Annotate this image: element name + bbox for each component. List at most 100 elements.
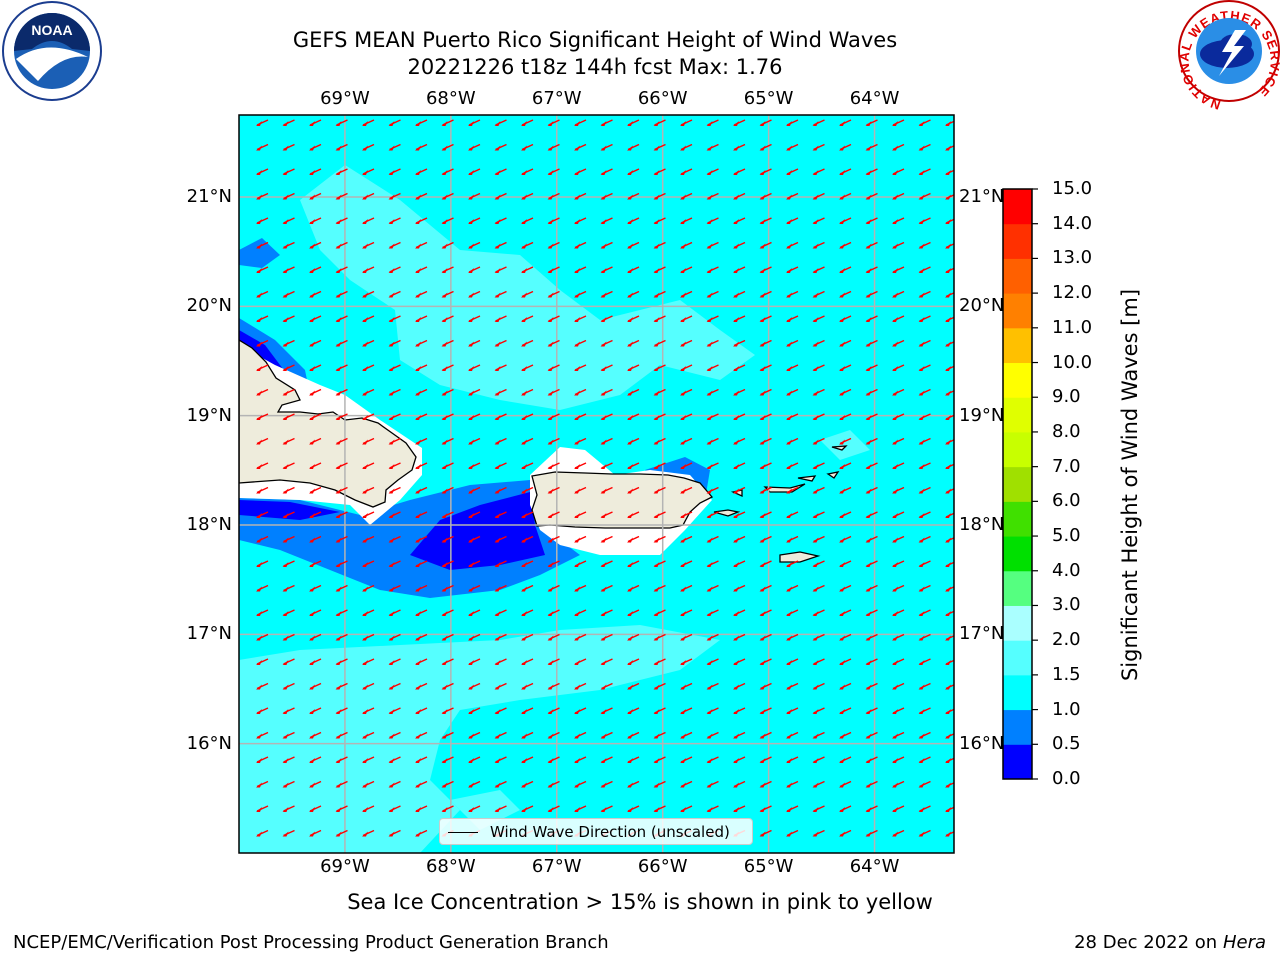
wave-arrow — [627, 364, 640, 371]
wave-arrow — [918, 756, 931, 763]
wave-arrow — [441, 143, 454, 151]
wave-arrow — [256, 119, 269, 126]
wave-arrow — [812, 682, 825, 690]
wave-arrow — [494, 241, 507, 249]
latitude-tick-label: 18°N — [959, 514, 1005, 535]
wave-arrow — [600, 413, 613, 420]
wave-arrow — [786, 217, 799, 224]
wave-arrow — [335, 535, 348, 543]
wave-arrow — [282, 633, 295, 641]
wave-arrow — [733, 290, 746, 298]
wave-arrow — [600, 682, 613, 690]
longitude-tick-label: 65°W — [743, 88, 794, 109]
wave-arrow — [759, 192, 772, 200]
wave-arrow — [653, 462, 666, 469]
wave-arrow — [892, 315, 905, 322]
wave-arrow — [282, 192, 295, 200]
wave-arrow — [388, 168, 401, 175]
wave-arrow — [918, 707, 931, 714]
wave-arrow — [812, 241, 825, 249]
wave-arrow — [388, 241, 401, 249]
wave-arrow — [892, 192, 905, 200]
wave-arrow — [521, 290, 534, 298]
wave-arrow — [335, 486, 348, 494]
wave-arrow — [600, 658, 613, 665]
wave-arrow — [733, 560, 746, 567]
wave-arrow — [945, 463, 954, 469]
wave-arrow — [812, 339, 825, 347]
wave-arrow — [759, 364, 772, 371]
wave-arrow — [282, 241, 295, 249]
wave-arrow — [706, 217, 719, 224]
wave-arrow — [786, 633, 799, 641]
wave-arrow — [468, 486, 481, 494]
wave-arrow — [680, 388, 693, 396]
colorbar-swatch — [1003, 431, 1032, 468]
wave-arrow — [494, 707, 507, 714]
wave-arrow — [600, 535, 613, 543]
wave-arrow — [733, 143, 746, 151]
wave-arrow — [600, 266, 613, 273]
wave-arrow — [388, 658, 401, 665]
longitude-tick-label: 69°W — [320, 88, 370, 109]
colorbar-swatch — [1003, 397, 1032, 433]
wave-arrow — [786, 168, 799, 175]
wave-arrow — [362, 290, 375, 298]
wave-arrow — [547, 437, 560, 445]
wave-arrow — [547, 707, 560, 714]
wave-arrow — [574, 462, 587, 469]
wave-arrow — [812, 829, 825, 837]
wave-arrow — [839, 192, 852, 200]
wave-arrow — [282, 682, 295, 690]
latitude-tick-label: 20°N — [186, 295, 232, 317]
wave-arrow — [362, 560, 375, 567]
wave-arrow — [441, 682, 454, 690]
wave-arrow — [335, 119, 348, 126]
wave-arrow — [574, 339, 587, 347]
wave-arrow — [547, 486, 560, 494]
wave-arrow — [865, 241, 878, 249]
wave-arrow — [521, 217, 534, 224]
colorbar-swatch — [1003, 327, 1032, 364]
wave-arrow — [653, 780, 666, 788]
wave-arrow — [362, 437, 375, 445]
wave-arrow — [680, 633, 693, 641]
wave-arrow — [706, 560, 719, 567]
wave-arrow — [362, 241, 375, 249]
wave-arrow — [362, 364, 375, 371]
wave-arrow — [521, 780, 534, 788]
wave-arrow — [335, 584, 348, 592]
wave-arrow — [627, 437, 640, 445]
wave-arrow — [335, 658, 348, 665]
wave-arrow — [256, 339, 269, 347]
wave-arrow — [892, 168, 905, 175]
wave-arrow — [335, 511, 348, 518]
wave-arrow — [733, 413, 746, 420]
wave-arrow — [256, 731, 269, 739]
wave-arrow — [600, 290, 613, 298]
wave-arrow — [309, 339, 322, 347]
wave-arrow — [282, 658, 295, 665]
latitude-tick-label: 21°N — [186, 186, 232, 207]
wave-arrow — [733, 315, 746, 322]
wave-arrow — [786, 119, 799, 126]
wave-arrow — [733, 339, 746, 347]
wave-arrow — [362, 609, 375, 616]
wave-arrow — [892, 805, 905, 812]
wave-arrow — [892, 339, 905, 347]
wave-arrow — [282, 315, 295, 322]
wave-arrow — [309, 315, 322, 322]
wave-arrow — [733, 584, 746, 592]
wave-arrow — [918, 511, 931, 518]
wave-arrow — [547, 290, 560, 298]
wave-arrow — [309, 364, 322, 371]
wave-arrow — [627, 511, 640, 518]
wave-arrow — [918, 119, 931, 126]
wave-arrow — [653, 609, 666, 616]
wave-arrow — [759, 143, 772, 151]
wave-arrow — [547, 609, 560, 616]
wave-arrow — [680, 805, 693, 812]
wave-arrow — [706, 192, 719, 200]
wave-arrow — [812, 780, 825, 788]
wave-arrow — [653, 511, 666, 518]
